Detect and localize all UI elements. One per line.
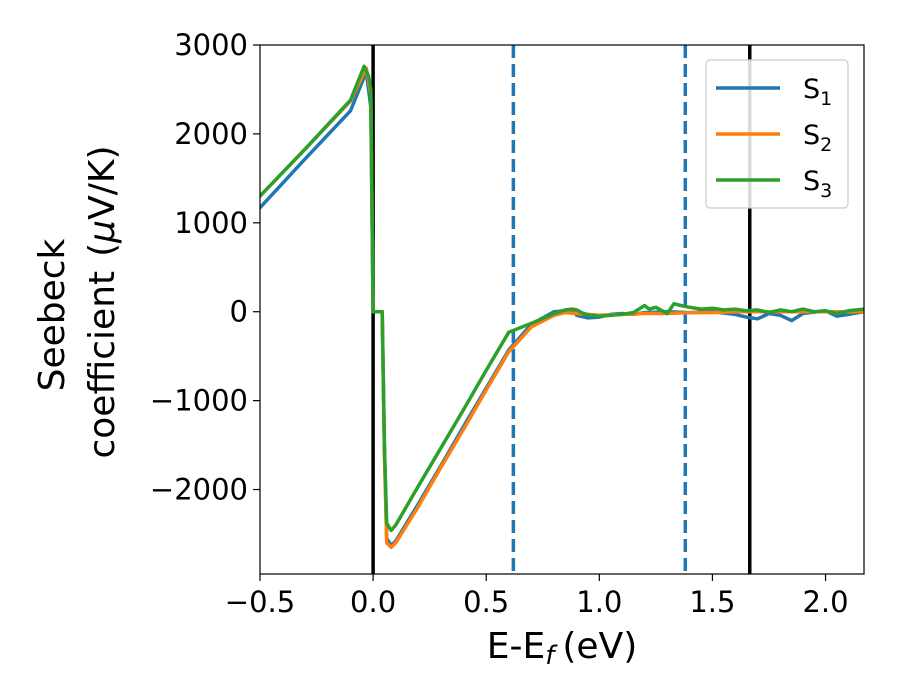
y-tick-label: 2000 <box>174 117 248 151</box>
x-tick-label: 1.0 <box>576 585 622 619</box>
y-tick-label: 1000 <box>174 206 248 240</box>
y-tick-label: 0 <box>230 295 248 329</box>
y-axis: 3000 2000 1000 0 −1000 −2000 <box>150 28 260 507</box>
legend-label-s1: S1 <box>803 74 832 110</box>
legend: S1 S2 S3 <box>705 59 849 209</box>
plot-frame <box>259 44 865 575</box>
y-axis-label-line1: Seebeck <box>32 238 73 391</box>
y-tick-label: 3000 <box>174 28 248 62</box>
series-layer <box>260 64 864 550</box>
x-tick-label: 0.5 <box>463 585 509 619</box>
x-axis: −0.5 0.0 0.5 1.0 1.5 2.0 <box>225 574 849 619</box>
legend-label-s2: S2 <box>803 120 832 156</box>
legend-label-s3: S3 <box>803 166 832 202</box>
x-tick-label: −0.5 <box>225 585 295 619</box>
y-axis-label-line2: coefficient(μV/K) <box>82 145 123 458</box>
y-tick-label: −2000 <box>150 473 248 507</box>
x-tick-label: 1.5 <box>689 585 735 619</box>
x-axis-label: E-Ef (eV) <box>487 626 638 671</box>
x-tick-label: 2.0 <box>802 585 848 619</box>
x-tick-label: 0.0 <box>350 585 396 619</box>
y-tick-label: −1000 <box>150 384 248 418</box>
series-line-s3 <box>260 64 864 533</box>
